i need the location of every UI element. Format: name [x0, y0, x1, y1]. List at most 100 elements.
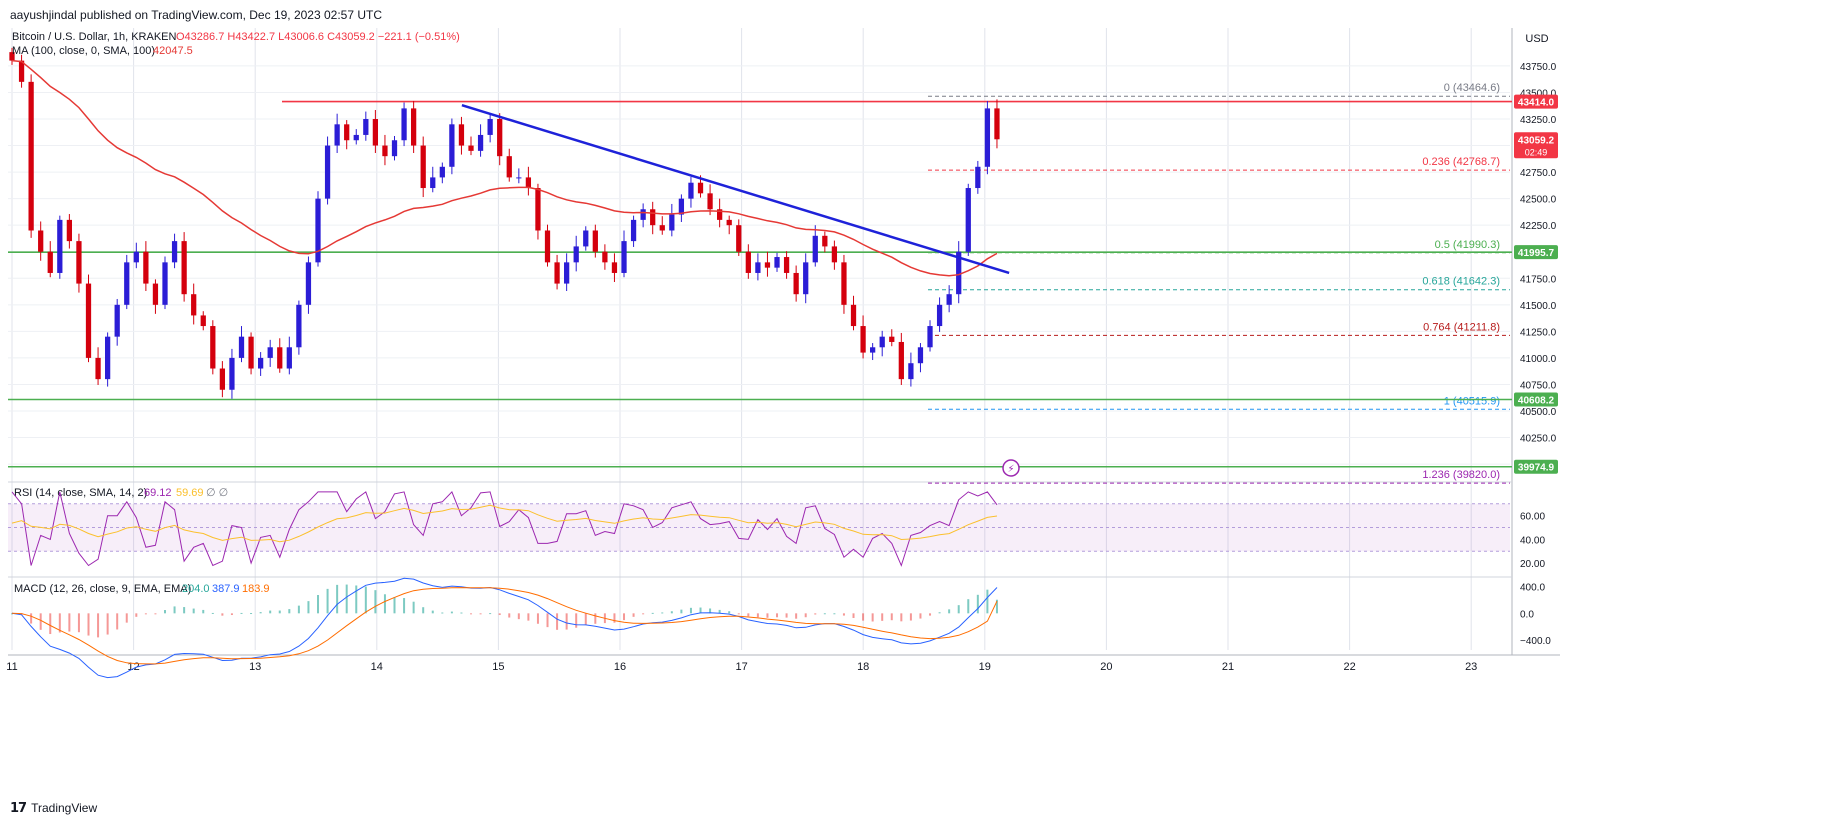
price-axis-tick: 42250.0 [1520, 221, 1557, 232]
candle-bear [898, 341, 904, 380]
candle-bear [210, 326, 216, 369]
macd-axis-tick: −400.0 [1520, 636, 1551, 647]
macd-histogram-bar [498, 613, 501, 616]
macd-histogram-bar [680, 609, 683, 614]
candle-bear [47, 251, 53, 273]
macd-legend-hist: 204.0 [182, 583, 210, 595]
candle-bear [9, 52, 15, 61]
macd-histogram-bar [422, 607, 425, 614]
macd-histogram-bar [852, 613, 855, 618]
candle-bull [286, 347, 292, 369]
macd-histogram-bar [785, 613, 788, 618]
macd-histogram-bar [77, 613, 80, 633]
candle-bull [124, 262, 130, 305]
candle-bear [191, 294, 197, 316]
macd-histogram-bar [689, 607, 692, 614]
candle-bull [812, 235, 818, 263]
candle-bear [18, 60, 25, 82]
macd-histogram-bar [164, 610, 167, 614]
macd-histogram-bar [661, 612, 664, 614]
candle-bull [583, 230, 589, 247]
time-axis-label: 17 [735, 661, 747, 673]
candle-bear [411, 108, 417, 146]
candle-bull [917, 347, 924, 364]
candle-bull [630, 219, 637, 242]
macd-histogram-bar [183, 607, 186, 614]
candle-bear [850, 304, 857, 327]
candle-bear [382, 145, 388, 157]
candle-bull [401, 108, 407, 141]
macd-histogram-bar [173, 606, 176, 614]
rsi-legend-value: 69.12 [144, 487, 172, 499]
macd-histogram-bar [87, 613, 90, 636]
macd-histogram-bar [317, 595, 320, 614]
candle-bull [258, 357, 264, 369]
fib-level-label: 0.5 (41990.3) [1435, 239, 1500, 251]
tradingview-logo[interactable]: 𝟭𝟳 TradingView [10, 800, 97, 816]
candle-bear [76, 241, 82, 284]
candle-bull [564, 262, 570, 284]
candle-bear [143, 251, 149, 284]
rsi-line [11, 490, 998, 567]
candle-bear [717, 209, 723, 220]
candle-bull [688, 182, 694, 199]
price-axis-tick: 40500.0 [1520, 407, 1557, 418]
macd-legend-signal: 183.9 [242, 583, 270, 595]
candle-bear [506, 156, 512, 178]
macd-histogram-bar [460, 612, 463, 614]
macd-histogram-bar [336, 584, 339, 614]
fib-level-label: 0.764 (41211.8) [1423, 321, 1500, 333]
price-axis-tick: 43750.0 [1520, 62, 1557, 73]
candle-bull [621, 241, 627, 273]
macd-histogram-bar [737, 613, 740, 615]
macd-histogram-bar [919, 613, 922, 619]
macd-histogram-bar [929, 613, 932, 616]
candle-bear [650, 209, 656, 226]
tradingview-brand: TradingView [31, 801, 98, 815]
macd-histogram-bar [670, 611, 673, 614]
candle-bull [965, 188, 971, 252]
candle-bull [171, 241, 178, 263]
macd-histogram-bar [842, 613, 845, 616]
macd-histogram-bar [431, 610, 434, 614]
macd-histogram-bar [240, 612, 243, 614]
macd-histogram-bar [479, 613, 482, 615]
price-axis-tick: 41500.0 [1520, 301, 1557, 312]
macd-histogram-bar [230, 613, 233, 616]
macd-histogram-bar [403, 598, 406, 614]
macd-histogram-bar [517, 613, 520, 620]
publisher-line: aayushjindal published on TradingView.co… [10, 8, 383, 22]
candle-bull [353, 134, 359, 141]
fib-level-label: 1.236 (39820.0) [1422, 469, 1500, 481]
price-axis-tick: 41250.0 [1520, 327, 1557, 338]
macd-histogram-bar [383, 594, 386, 614]
candle-bull [315, 198, 321, 263]
candle-bear [152, 283, 159, 305]
macd-histogram-bar [814, 613, 817, 615]
price-axis-tick: 40750.0 [1520, 380, 1557, 391]
macd-histogram-bar [288, 609, 291, 614]
time-axis-label: 14 [371, 661, 383, 673]
candle-bull [104, 336, 111, 380]
macd-histogram-bar [718, 609, 721, 614]
candle-bear [592, 230, 598, 252]
candle-bear [372, 119, 379, 146]
macd-histogram-bar [269, 610, 272, 614]
alert-lightning-icon [1002, 459, 1020, 477]
macd-histogram-bar [211, 612, 214, 614]
macd-histogram-bar [364, 586, 367, 614]
time-axis-label: 16 [614, 661, 626, 673]
ma-legend-value: 42047.5 [153, 45, 193, 57]
candle-bull [640, 209, 646, 220]
macd-histogram-bar [957, 605, 960, 614]
candle-bull [755, 262, 761, 273]
macd-histogram-bar [632, 613, 635, 617]
price-badge [1514, 459, 1558, 474]
macd-histogram-bar [575, 613, 578, 628]
macd-histogram-bar [900, 613, 903, 622]
candle-bear [707, 193, 713, 210]
candle-bear [200, 315, 206, 327]
candle-bear [764, 262, 771, 268]
macd-histogram-bar [68, 613, 71, 632]
